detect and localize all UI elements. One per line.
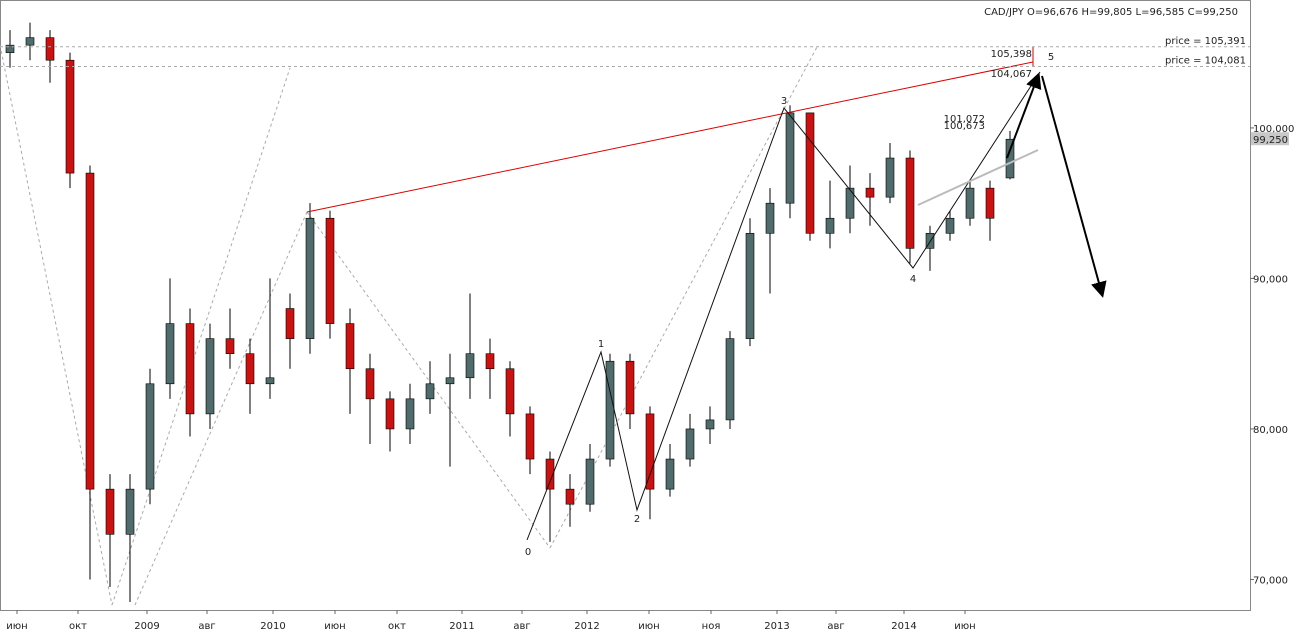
price-note: 101,072 [944, 114, 985, 125]
candle-body [865, 187, 875, 198]
arrow [1006, 72, 1042, 159]
candle-body [465, 353, 475, 379]
wave-label: 2 [634, 514, 640, 525]
candle-body [225, 338, 235, 354]
candle-body [125, 488, 135, 535]
x-tick-label: авг [827, 621, 844, 632]
candle-body [445, 377, 455, 385]
candle-body [325, 217, 335, 324]
candle-body [585, 458, 595, 505]
candle-body [165, 323, 175, 385]
candle-body [485, 353, 495, 370]
candle-body [765, 202, 775, 234]
x-tick-label: 2010 [260, 621, 285, 632]
candle-body [105, 488, 115, 535]
wave-label: 3 [781, 96, 787, 107]
candle-body [945, 217, 955, 234]
guide-line [549, 46, 818, 549]
candle-body [405, 398, 415, 430]
candle-body [145, 383, 155, 490]
x-tick-label: 2012 [574, 621, 599, 632]
x-tick-label: июн [6, 621, 27, 632]
y-tick-label: 80,000 [1253, 425, 1288, 436]
guide-line [0, 44, 113, 606]
candle-body [645, 413, 655, 490]
candle-body [1005, 138, 1015, 179]
candle-body [365, 368, 375, 400]
x-tick-label: окт [388, 621, 406, 632]
price-line-label: price = 104,081 [1165, 56, 1246, 67]
candle-body [45, 37, 55, 61]
candle-body [285, 308, 295, 339]
candle-body [605, 360, 615, 460]
candle-body [905, 157, 915, 249]
x-tick-label: окт [69, 621, 87, 632]
x-tick-label: 2009 [134, 621, 159, 632]
x-tick-label: июн [638, 621, 659, 632]
candle-body [185, 323, 195, 415]
candle-body [25, 37, 35, 46]
candle-body [345, 323, 355, 370]
y-tick-label: 90,000 [1253, 274, 1288, 285]
x-tick-label: ноя [702, 621, 721, 632]
wave-label: 0 [525, 547, 531, 558]
wave-line [526, 71, 1041, 541]
candle-body [545, 458, 555, 490]
candle-body [885, 157, 895, 198]
wave-label: 4 [910, 274, 916, 285]
arrow [1041, 75, 1107, 298]
x-tick-label: июн [324, 621, 345, 632]
wave-label: 5 [1048, 52, 1054, 63]
candle-body [65, 59, 75, 174]
candle-body [985, 187, 995, 219]
guide-lines [0, 44, 818, 606]
candle-body [965, 187, 975, 219]
y-tick-label: 100,000 [1253, 124, 1294, 135]
x-tick-label: авг [513, 621, 530, 632]
candle-body [565, 488, 575, 505]
y-tick-label: 70,000 [1253, 575, 1288, 586]
candle-body [805, 112, 815, 234]
chart-title: CAD/JPY O=96,676 H=99,805 L=96,585 C=99,… [984, 7, 1238, 18]
plot-area [0, 0, 1251, 611]
candle-body [505, 368, 515, 415]
guide-line [111, 67, 291, 606]
candle-body [305, 217, 315, 339]
candle-body [745, 232, 755, 339]
candles [5, 22, 1015, 603]
candle-body [725, 338, 735, 421]
candle-body [825, 217, 835, 234]
price-note: 105,398 [991, 49, 1032, 60]
candle-body [425, 383, 435, 400]
candle-body [525, 413, 535, 460]
price-tag-box [1251, 132, 1289, 146]
price-line-label: price = 105,391 [1165, 36, 1246, 47]
candle-body [205, 338, 215, 415]
candle-body [925, 232, 935, 249]
candle-body [785, 112, 795, 204]
x-tick-label: 2014 [891, 621, 916, 632]
candle-body [665, 458, 675, 490]
price-note: 100,673 [944, 121, 985, 132]
x-tick-label: июн [954, 621, 975, 632]
channel-line [917, 149, 1039, 206]
candle-body [385, 398, 395, 430]
candle-body [5, 44, 15, 53]
candle-body [625, 360, 635, 415]
x-tick-label: 2011 [449, 621, 474, 632]
x-tick-label: 2013 [764, 621, 789, 632]
candle-body [685, 428, 695, 460]
price-tag: 99,250 [1253, 135, 1288, 146]
candle-body [845, 187, 855, 219]
candle-body [85, 172, 95, 490]
price-note: 104,067 [991, 69, 1032, 80]
wave-label: 1 [598, 339, 604, 350]
x-tick-label: авг [198, 621, 215, 632]
candle-body [245, 353, 255, 385]
trend-line [306, 61, 1034, 213]
candle-body [705, 419, 715, 430]
candle-body [265, 377, 275, 385]
